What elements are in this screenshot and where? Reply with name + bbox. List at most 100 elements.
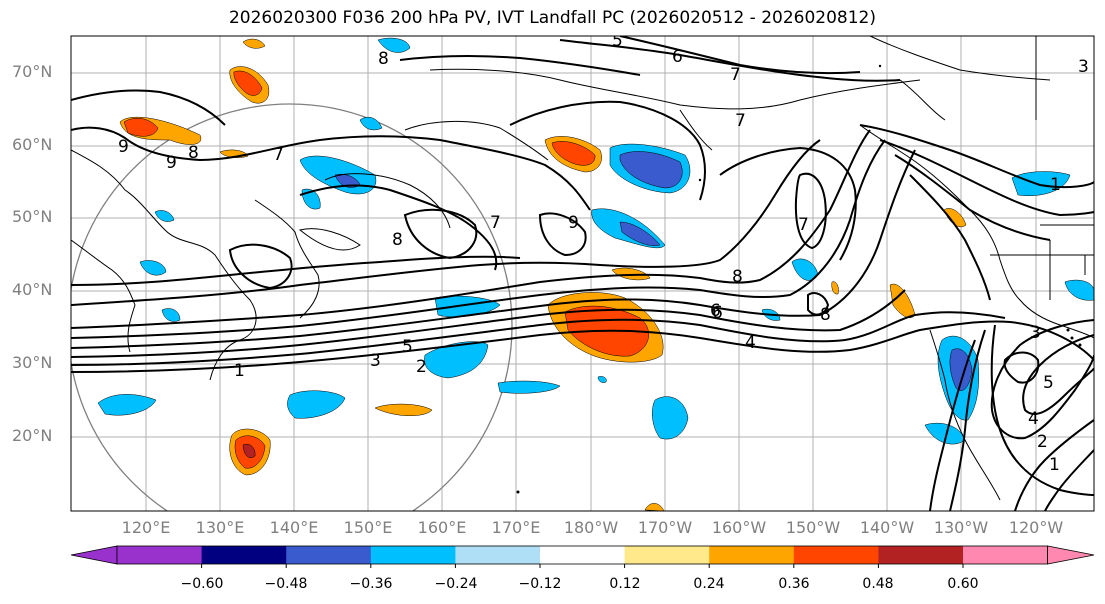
contour-label: 7	[735, 111, 746, 131]
contour-label: 3	[1078, 57, 1089, 77]
plot-frame	[70, 35, 1095, 512]
lon-label: 140°W	[859, 518, 915, 537]
contour-line	[949, 329, 986, 511]
contour-label: 1	[1050, 175, 1061, 195]
contour-line	[71, 139, 821, 306]
contour-label: 8	[188, 143, 199, 163]
contour-label: 6	[672, 47, 683, 67]
colorbar-segment	[286, 546, 372, 564]
negative-pv-anomaly	[97, 394, 157, 416]
lon-label: 130°W	[933, 518, 989, 537]
contours	[71, 36, 1094, 511]
colorbar-segment	[793, 546, 879, 564]
contour-line	[71, 149, 916, 349]
colorbar-tick-label: −0.24	[434, 576, 478, 592]
contour-label: 3	[1030, 323, 1041, 343]
colorbar-segment	[370, 546, 456, 564]
colorbar-segment	[624, 546, 710, 564]
positive-pv-anomaly-core	[233, 70, 263, 96]
contour-line	[909, 174, 991, 301]
contour-line	[807, 292, 830, 316]
contour-label: 7	[273, 145, 284, 165]
lon-label: 180°W	[563, 518, 619, 537]
contour-label: 4	[745, 333, 756, 353]
colorbar-segment	[709, 546, 795, 564]
contour-label: 2	[1037, 432, 1048, 452]
contour-line	[879, 139, 1094, 217]
lon-label: 120°E	[121, 518, 171, 537]
contour-label: 8	[820, 305, 831, 325]
contour-line	[1022, 334, 1094, 415]
colorbar-segment	[540, 546, 626, 564]
contour-label: 4	[1028, 409, 1039, 429]
contour-line	[71, 311, 1006, 366]
positive-pv-anomaly	[943, 208, 967, 228]
contour-line	[859, 124, 1094, 189]
pv-anomaly-fills	[97, 37, 1094, 511]
colorbar-tick-label: 0.12	[609, 576, 641, 592]
colorbar-frame	[116, 545, 1048, 565]
lat-label: 70°N	[12, 62, 53, 81]
negative-pv-anomaly	[497, 380, 561, 394]
lon-label: 120°W	[1008, 518, 1064, 537]
lon-label: 170°W	[637, 518, 693, 537]
lon-label: 160°E	[417, 518, 467, 537]
contour-line	[619, 36, 861, 75]
colorbar-segment	[117, 546, 203, 564]
contour-line	[71, 139, 886, 339]
lon-label: 140°E	[269, 518, 319, 537]
contour-line	[990, 324, 1094, 496]
contour-line	[719, 146, 857, 261]
contour-line	[1014, 419, 1094, 511]
contour-line	[894, 154, 1051, 241]
negative-pv-anomaly	[652, 396, 689, 440]
colorbar-tick-label: −0.60	[180, 576, 224, 592]
negative-pv-anomaly	[597, 376, 607, 383]
lon-label: 150°W	[785, 518, 841, 537]
contour-label: 5	[1043, 373, 1054, 393]
lon-label: 150°E	[343, 518, 393, 537]
map-title: 2026020300 F036 200 hPa PV, IVT Landfall…	[228, 8, 876, 28]
negative-pv-anomaly	[1011, 171, 1071, 196]
colorbar-segment	[963, 546, 1049, 564]
positive-pv-anomaly-core	[551, 141, 596, 166]
colorbar-tick-label: −0.12	[518, 576, 562, 592]
colorbar-segment	[878, 546, 964, 564]
negative-pv-anomaly-core	[949, 348, 973, 391]
negative-pv-anomaly	[301, 188, 321, 210]
negative-pv-anomaly	[424, 341, 489, 379]
contour-label: 6	[710, 301, 721, 321]
contour-line	[71, 126, 591, 211]
contour-label: 8	[392, 230, 403, 250]
lon-label: 130°E	[195, 518, 245, 537]
contour-line	[559, 39, 901, 82]
negative-pv-anomaly	[1064, 279, 1094, 301]
contour-line	[1003, 351, 1040, 384]
colorbar-extend-high	[1047, 545, 1095, 565]
contour-label: 2	[416, 357, 427, 377]
positive-pv-anomaly	[831, 281, 839, 295]
contour-line	[990, 319, 1094, 440]
colorbar-segment	[201, 546, 287, 564]
contour-label: 8	[378, 49, 389, 69]
lat-label: 30°N	[12, 353, 53, 372]
lat-label: 20°N	[12, 426, 53, 445]
negative-pv-anomaly	[287, 390, 346, 419]
contour-label: 7	[798, 215, 809, 235]
positive-pv-anomaly-core	[242, 444, 256, 458]
colorbar-segment	[455, 546, 541, 564]
negative-pv-anomaly	[377, 37, 411, 53]
negative-pv-anomaly-core	[619, 221, 661, 246]
lon-label: 160°W	[711, 518, 767, 537]
contour-label: 7	[490, 213, 501, 233]
contour-label: 5	[402, 337, 413, 357]
negative-pv-anomaly	[139, 260, 167, 276]
negative-pv-anomaly	[359, 117, 383, 131]
contour-line	[71, 320, 1094, 373]
negative-pv-anomaly	[161, 308, 181, 322]
contour-label: 3	[370, 351, 381, 371]
contour-label: 1	[1049, 455, 1060, 475]
contour-line	[929, 339, 976, 511]
